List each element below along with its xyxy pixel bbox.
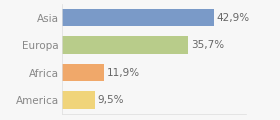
- Bar: [62, 91, 95, 109]
- Text: 11,9%: 11,9%: [106, 68, 139, 78]
- Text: 35,7%: 35,7%: [191, 40, 224, 50]
- Text: 9,5%: 9,5%: [98, 95, 124, 105]
- Bar: [62, 36, 188, 54]
- Bar: [62, 9, 214, 27]
- Text: 42,9%: 42,9%: [216, 13, 250, 23]
- Bar: [62, 64, 104, 81]
